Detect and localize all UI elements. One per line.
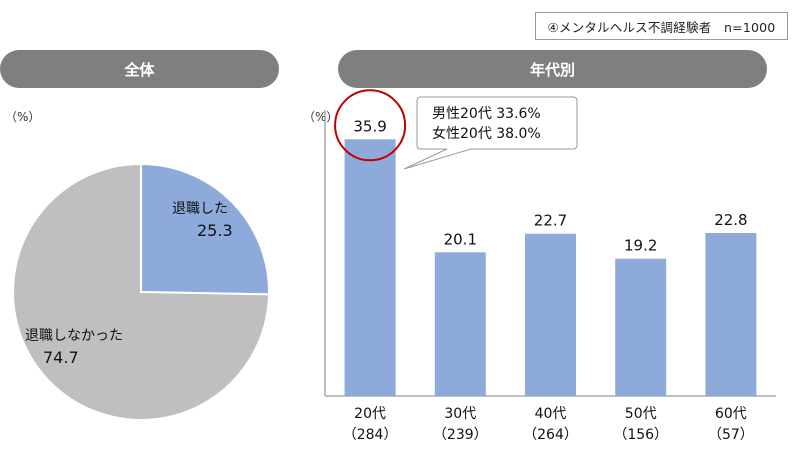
pie-value-label: 25.3 <box>197 221 233 240</box>
pie-unit-label: （%） <box>5 110 41 124</box>
bar-value-label: 22.8 <box>714 211 747 229</box>
x-tick-sublabel: （284） <box>343 427 398 443</box>
bar <box>344 139 396 397</box>
x-tick-sublabel: （57） <box>708 427 754 443</box>
panel-title-age: 年代別 <box>338 50 767 88</box>
x-tick-label: 50代 <box>625 406 657 422</box>
bar-value-label: 19.2 <box>624 237 657 255</box>
callout-bubble <box>403 96 578 170</box>
pie-slice <box>12 162 271 421</box>
highlight-circle <box>334 89 407 162</box>
pie-value-label: 74.7 <box>43 348 79 367</box>
pie-label: 退職した <box>172 201 228 217</box>
x-tick-sublabel: （264） <box>523 427 578 443</box>
bar-value-label: 22.7 <box>534 212 567 230</box>
bar <box>525 233 576 396</box>
bar-value-label: 35.9 <box>353 117 386 135</box>
pie-label: 退職しなかった <box>25 328 123 344</box>
sample-size-label: ④メンタルヘルス不調経験者 n=1000 <box>535 12 788 40</box>
x-tick-label: 40代 <box>535 406 567 422</box>
bar <box>705 233 757 396</box>
x-tick-label: 30代 <box>444 406 476 422</box>
x-tick-sublabel: （156） <box>613 427 668 443</box>
x-tick-label: 20代 <box>354 406 386 422</box>
bar-value-label: 20.1 <box>444 230 477 248</box>
bar <box>434 252 486 396</box>
panel-title-total: 全体 <box>0 50 279 88</box>
x-tick-sublabel: （239） <box>433 427 488 443</box>
pie-slice <box>140 162 270 296</box>
callout-line: 女性20代 38.0% <box>432 125 541 142</box>
bar <box>615 258 667 396</box>
bar-unit-label: （%） <box>303 110 339 124</box>
callout-line: 男性20代 33.6% <box>432 106 541 122</box>
x-tick-label: 60代 <box>715 406 747 422</box>
